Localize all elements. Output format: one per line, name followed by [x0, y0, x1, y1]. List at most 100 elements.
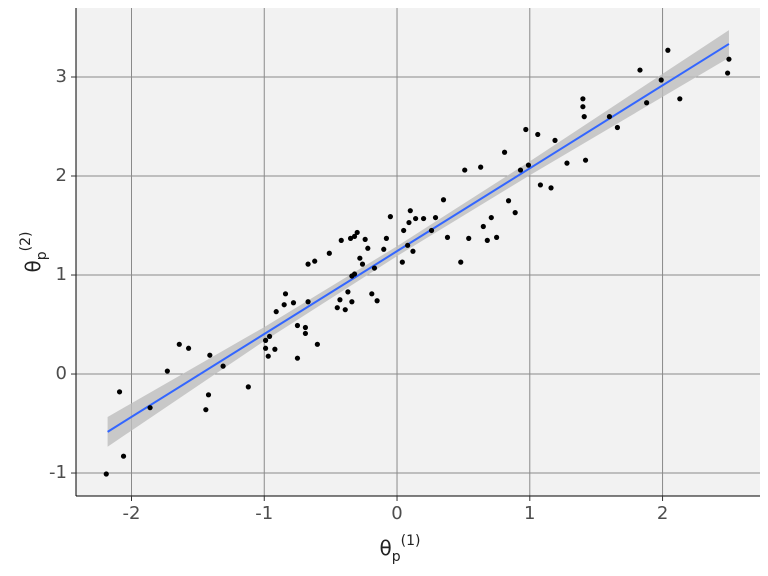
point: [484, 237, 490, 243]
y-tick-label: 0: [56, 363, 67, 384]
point: [383, 235, 390, 241]
point: [582, 157, 589, 163]
x-tick-label: 1: [524, 503, 535, 524]
point: [351, 233, 358, 240]
point: [207, 352, 213, 358]
point: [314, 341, 320, 347]
y-tick-label: 1: [56, 264, 67, 285]
point: [371, 265, 378, 271]
point: [338, 237, 344, 243]
point: [444, 234, 451, 240]
point: [147, 405, 153, 411]
point: [345, 289, 351, 295]
point: [265, 353, 271, 359]
x-tick-label: -2: [123, 503, 141, 524]
point: [525, 162, 532, 168]
point: [103, 471, 109, 477]
point: [220, 363, 226, 369]
point: [517, 167, 524, 173]
y-axis-label: θp(2): [18, 232, 50, 273]
point: [342, 307, 348, 313]
point: [164, 368, 170, 374]
point: [334, 305, 340, 311]
point: [305, 299, 311, 305]
point: [478, 164, 484, 170]
point: [120, 453, 127, 459]
point: [262, 345, 269, 351]
point: [281, 302, 287, 308]
point: [535, 131, 541, 138]
point: [302, 330, 309, 337]
point: [116, 389, 123, 395]
point: [245, 384, 251, 390]
point: [428, 227, 435, 234]
point: [401, 227, 407, 234]
point: [606, 114, 613, 120]
point: [374, 298, 380, 304]
x-tick-label: 0: [391, 503, 402, 524]
point: [357, 255, 363, 261]
point: [273, 309, 279, 315]
point: [658, 77, 664, 83]
point: [359, 261, 366, 267]
point: [294, 322, 301, 329]
point: [337, 297, 343, 303]
point: [637, 67, 643, 73]
point: [440, 197, 447, 203]
point: [312, 258, 318, 264]
point: [354, 229, 360, 236]
point: [420, 215, 427, 222]
point: [362, 236, 368, 242]
point: [294, 355, 301, 361]
point: [523, 126, 529, 133]
point: [580, 104, 586, 110]
point: [413, 215, 419, 222]
point: [512, 210, 518, 216]
point: [581, 114, 587, 120]
point: [406, 219, 412, 226]
point: [203, 407, 209, 413]
point: [548, 185, 554, 191]
fit-line: [107, 43, 730, 433]
x-tick-label: -1: [255, 503, 273, 524]
point: [349, 299, 355, 305]
point: [326, 250, 332, 256]
y-tick-label: 3: [56, 66, 67, 87]
point: [505, 198, 512, 204]
point: [272, 346, 278, 352]
point: [387, 214, 393, 220]
point: [266, 333, 273, 340]
point: [580, 96, 586, 102]
point: [677, 96, 683, 102]
point: [347, 235, 354, 241]
point: [176, 341, 182, 347]
point: [493, 234, 500, 240]
point: [262, 337, 269, 343]
point: [488, 214, 494, 221]
point: [407, 208, 413, 214]
point: [466, 235, 472, 241]
point: [614, 124, 621, 131]
point: [185, 345, 192, 351]
point: [302, 324, 309, 331]
x-axis-label: θp(1): [380, 533, 421, 565]
point: [644, 100, 650, 106]
y-tick-label: -1: [49, 462, 67, 483]
point: [432, 214, 439, 221]
point: [410, 248, 416, 254]
point: [365, 245, 371, 251]
point: [501, 149, 508, 155]
point: [458, 259, 464, 265]
point: [462, 167, 468, 173]
point: [725, 70, 731, 76]
point: [351, 271, 358, 277]
y-tick-label: 2: [56, 165, 67, 186]
x-tick-label: 2: [657, 503, 668, 524]
point: [369, 291, 375, 297]
point: [305, 261, 311, 267]
point: [290, 300, 297, 306]
point: [399, 259, 405, 265]
point: [282, 291, 289, 297]
point: [726, 56, 732, 62]
point: [381, 246, 387, 252]
